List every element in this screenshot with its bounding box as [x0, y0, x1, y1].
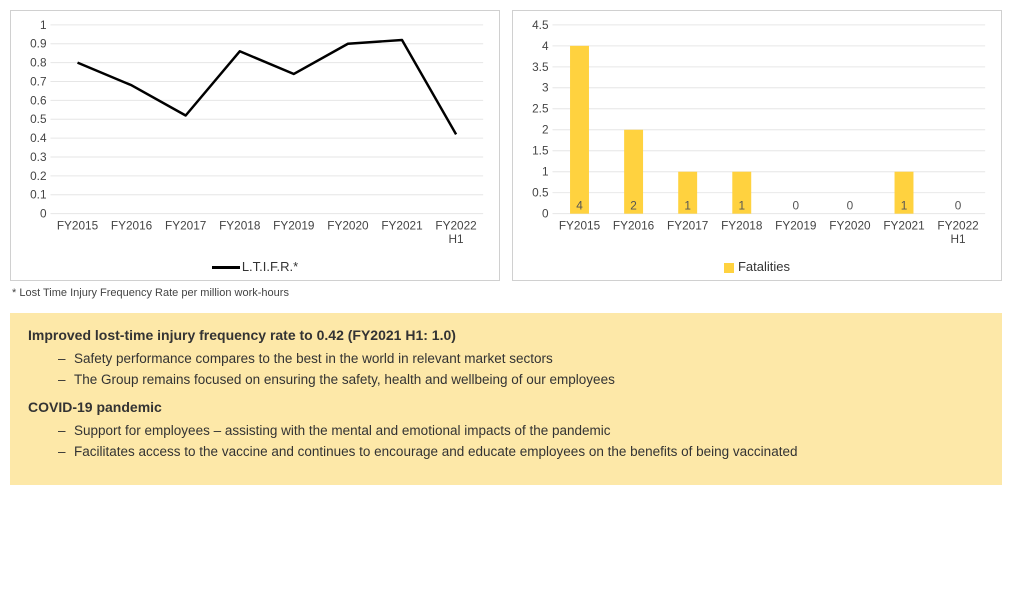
svg-text:FY2021: FY2021	[381, 218, 422, 232]
svg-text:FY2017: FY2017	[667, 218, 708, 232]
highlight-heading-2: COVID-19 pandemic	[28, 399, 984, 415]
svg-text:FY2020: FY2020	[829, 218, 871, 232]
highlight-box: Improved lost-time injury frequency rate…	[10, 313, 1002, 485]
svg-text:4: 4	[576, 199, 583, 213]
highlight-bullet: Safety performance compares to the best …	[58, 351, 984, 366]
svg-text:0.7: 0.7	[30, 74, 46, 88]
svg-text:2: 2	[542, 123, 549, 137]
svg-text:0: 0	[542, 207, 549, 221]
svg-text:2.5: 2.5	[532, 102, 549, 116]
svg-text:FY2016: FY2016	[111, 218, 153, 232]
highlight-bullets-1: Safety performance compares to the best …	[58, 351, 984, 387]
line-chart-panel: 0 0.1 0.2 0.3 0.4 0.5 0.6 0.7 0.8 0.9 1 FY2015 FY201…	[10, 10, 500, 281]
bar-legend-swatch	[724, 263, 734, 273]
svg-text:1: 1	[40, 18, 47, 32]
svg-text:0: 0	[955, 199, 962, 213]
svg-text:3.5: 3.5	[532, 60, 549, 74]
svg-text:FY2015: FY2015	[57, 218, 99, 232]
line-chart-svg: 0 0.1 0.2 0.3 0.4 0.5 0.6 0.7 0.8 0.9 1 FY2015 FY201…	[19, 15, 491, 255]
svg-text:FY2021: FY2021	[883, 218, 924, 232]
svg-text:FY2019: FY2019	[273, 218, 314, 232]
svg-text:0.6: 0.6	[30, 93, 47, 107]
svg-text:1: 1	[738, 199, 745, 213]
charts-row: 0 0.1 0.2 0.3 0.4 0.5 0.6 0.7 0.8 0.9 1 FY2015 FY201…	[10, 10, 1002, 281]
highlight-bullets-2: Support for employees – assisting with t…	[58, 423, 984, 459]
highlight-bullet: Support for employees – assisting with t…	[58, 423, 984, 438]
svg-text:FY2020: FY2020	[327, 218, 369, 232]
bar-chart-svg: 0 0.5 1 1.5 2 2.5 3 3.5 4 4.5 4 FY2015 2 FY2016 1 FY201…	[521, 15, 993, 255]
svg-text:FY2016: FY2016	[613, 218, 655, 232]
line-legend-swatch	[212, 266, 240, 269]
svg-text:FY2017: FY2017	[165, 218, 206, 232]
bar-chart-legend: Fatalities	[521, 255, 993, 276]
svg-text:2: 2	[630, 199, 637, 213]
svg-text:1: 1	[684, 199, 691, 213]
svg-text:0: 0	[847, 199, 854, 213]
svg-text:0.1: 0.1	[30, 188, 46, 202]
svg-text:0: 0	[40, 207, 47, 221]
svg-text:4: 4	[542, 39, 549, 53]
footnote: * Lost Time Injury Frequency Rate per mi…	[12, 287, 1002, 299]
svg-text:1.5: 1.5	[532, 144, 549, 158]
svg-text:FY2018: FY2018	[721, 218, 763, 232]
svg-text:0.2: 0.2	[30, 169, 46, 183]
highlight-heading-1: Improved lost-time injury frequency rate…	[28, 327, 984, 343]
svg-text:FY2015: FY2015	[559, 218, 601, 232]
bar-legend-label: Fatalities	[738, 259, 790, 274]
svg-text:3: 3	[542, 81, 549, 95]
svg-text:0.9: 0.9	[30, 37, 46, 51]
svg-text:0.8: 0.8	[30, 56, 47, 70]
svg-text:FY2019: FY2019	[775, 218, 816, 232]
svg-text:FY2018: FY2018	[219, 218, 261, 232]
line-legend-label: L.T.I.F.R.*	[242, 259, 298, 274]
svg-text:1: 1	[901, 199, 908, 213]
line-chart-legend: L.T.I.F.R.*	[19, 255, 491, 276]
svg-text:1: 1	[542, 165, 549, 179]
bar-chart-panel: 0 0.5 1 1.5 2 2.5 3 3.5 4 4.5 4 FY2015 2 FY2016 1 FY201…	[512, 10, 1002, 281]
svg-text:FY2022H1: FY2022H1	[937, 218, 978, 246]
svg-text:0.5: 0.5	[30, 112, 47, 126]
svg-text:FY2022H1: FY2022H1	[435, 218, 476, 246]
svg-text:0.5: 0.5	[532, 186, 549, 200]
svg-text:4.5: 4.5	[532, 18, 549, 32]
svg-text:0.3: 0.3	[30, 150, 47, 164]
highlight-bullet: The Group remains focused on ensuring th…	[58, 372, 984, 387]
highlight-bullet: Facilitates access to the vaccine and co…	[58, 444, 984, 459]
svg-text:0: 0	[793, 199, 800, 213]
svg-text:0.4: 0.4	[30, 131, 47, 145]
